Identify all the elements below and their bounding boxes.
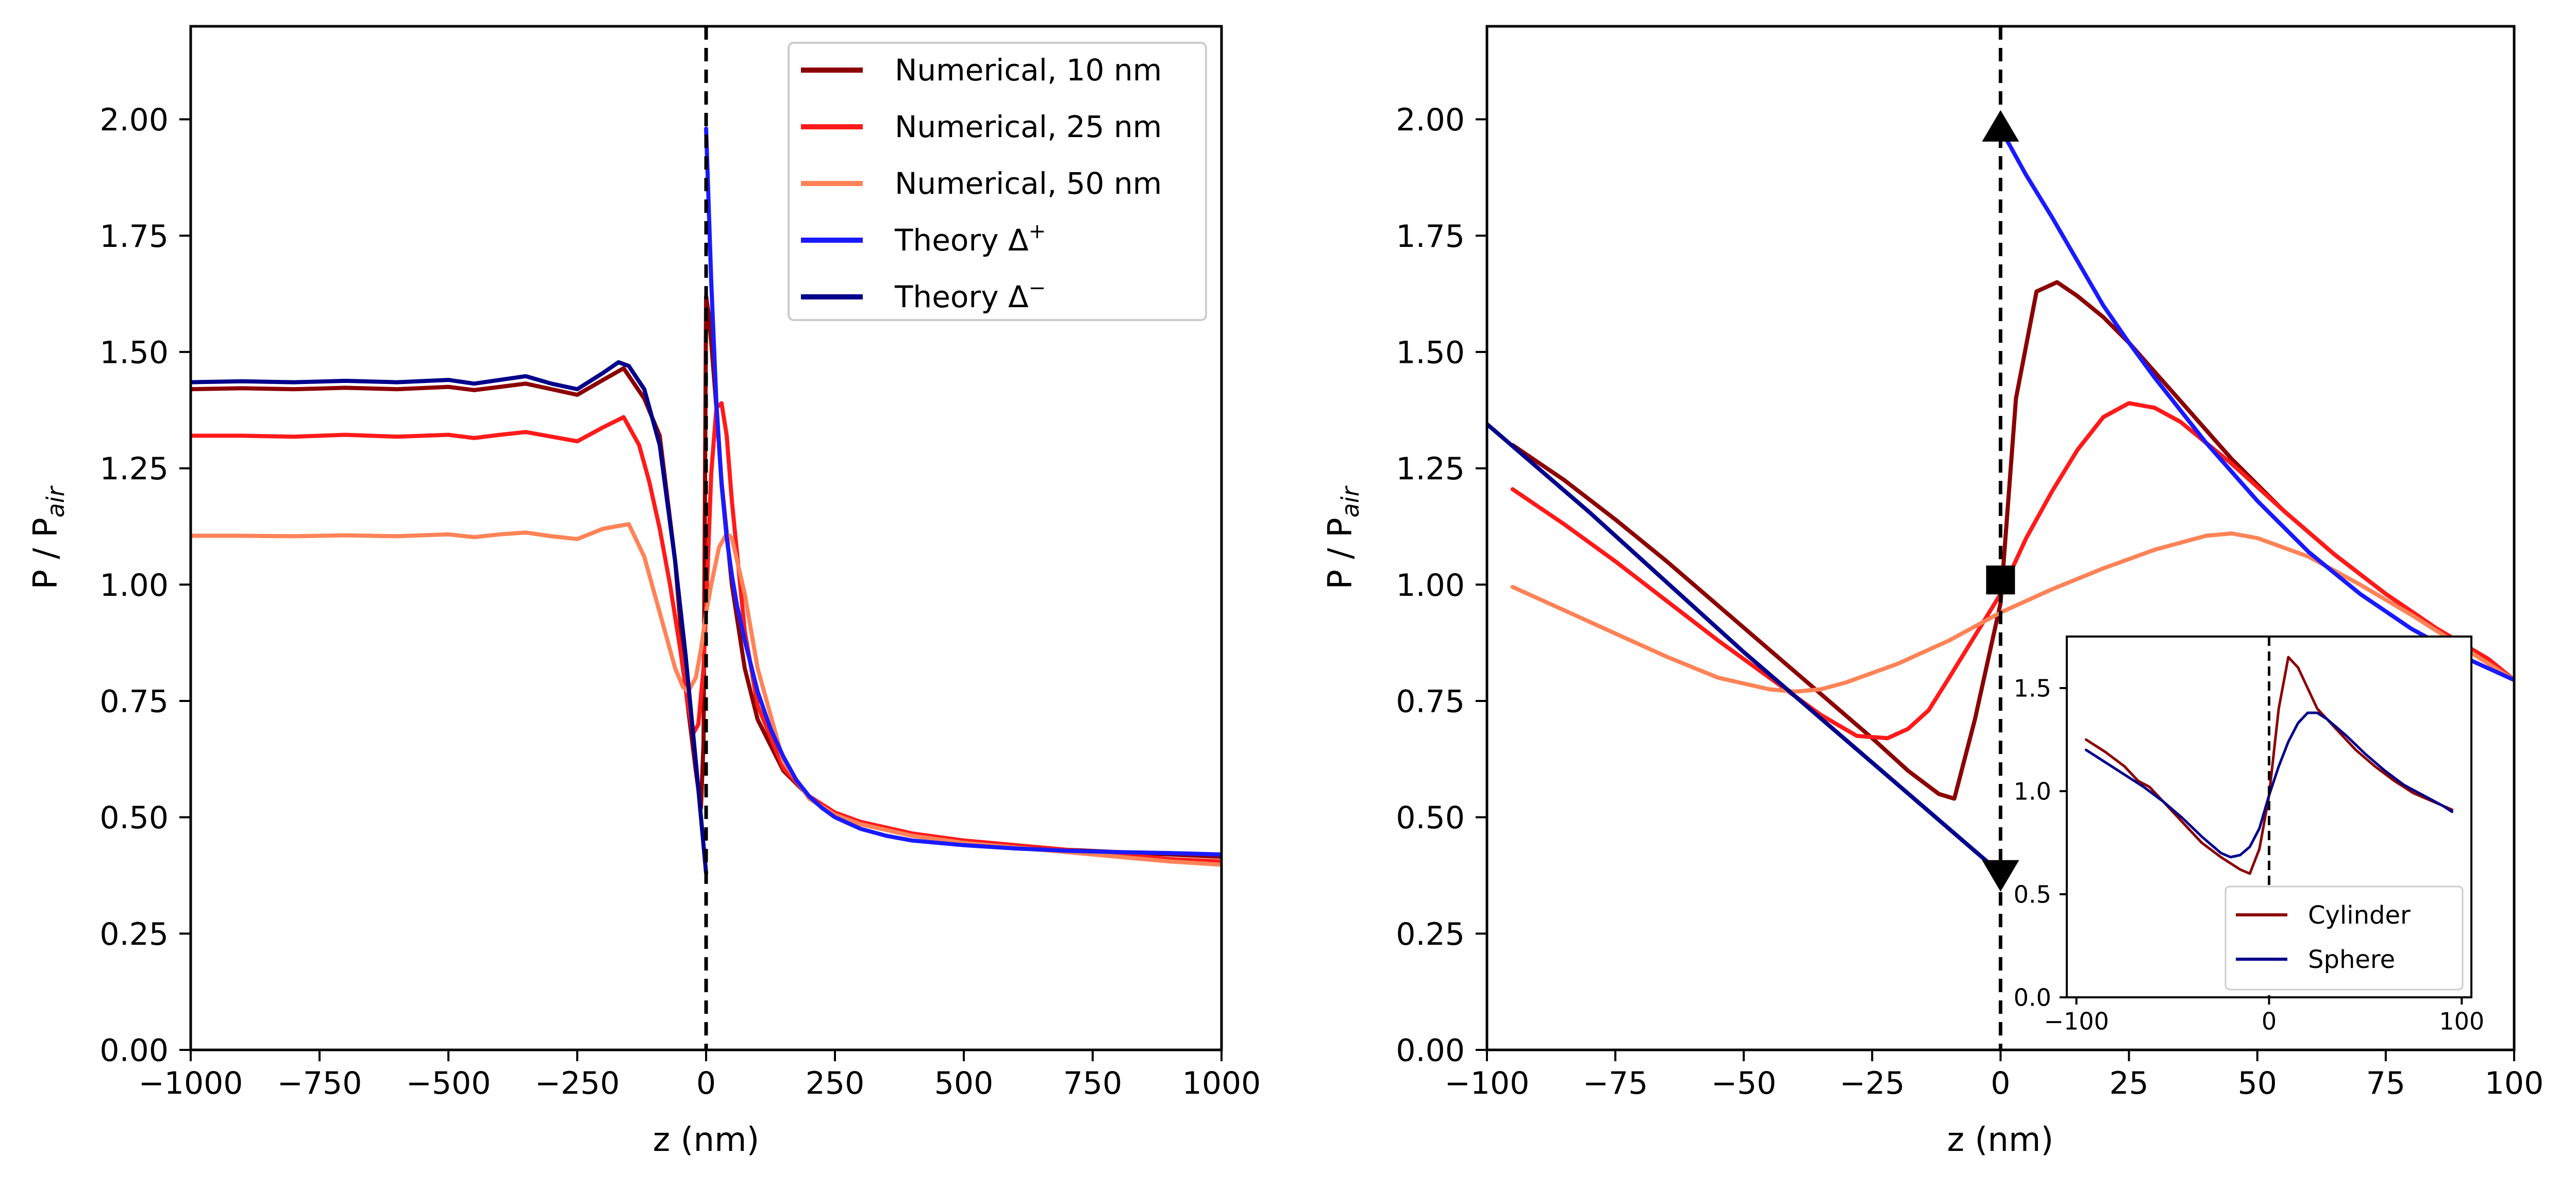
right-x-tick-label: 25 (2109, 1065, 2148, 1101)
left-x-axis-label: z (nm) (653, 1121, 760, 1159)
inset-x-tick-label: 0 (2262, 1007, 2277, 1035)
left-series-line-2 (191, 401, 1222, 864)
left-series-line-3 (191, 522, 1222, 867)
left-legend-label-2: Numerical, 25 nm (895, 109, 1162, 144)
right-annotations (1982, 26, 2019, 1050)
left-legend-superscript: − (1029, 276, 1046, 300)
inset-x-tick-label: 100 (2439, 1007, 2484, 1035)
right-y-label-sub: air (1336, 485, 1364, 517)
left-series-group (191, 126, 1222, 875)
right-x-tick-label: −100 (1445, 1065, 1530, 1101)
right-x-tick-label: 75 (2366, 1065, 2405, 1101)
right-y-tick-label: 1.25 (1396, 451, 1465, 487)
right-y-tick-label: 0.25 (1396, 916, 1465, 952)
left-legend-label-4: Theory Δ+ (894, 220, 1046, 258)
left-x-tick-label: −1000 (139, 1065, 243, 1101)
right-y-tick-label: 1.00 (1396, 567, 1465, 604)
right-y-tick-label: 1.50 (1396, 335, 1465, 371)
left-x-tick-label: −250 (535, 1065, 620, 1101)
left-legend-label-3: Numerical, 50 nm (895, 166, 1162, 201)
left-x-tick-label: 1000 (1182, 1065, 1261, 1101)
inset-legend-label-1: Cylinder (2308, 901, 2411, 930)
left-series-line-4 (704, 126, 1222, 857)
left-legend-text: Numerical, 25 nm (895, 109, 1162, 144)
inset-series-line-1 (2084, 656, 2454, 875)
left-y-axis-ticks: 0.00 0.25 0.50 0.75 1.00 1.25 1.50 1.75 2.00 (99, 102, 191, 1069)
inset-x-axis-ticks: −100 0 100 (2044, 997, 2484, 1035)
left-y-tick-label: 0.25 (99, 916, 169, 952)
right-y-tick-label: 0.50 (1396, 800, 1465, 836)
left-y-tick-label: 0.75 (99, 684, 169, 720)
inset-y-tick-label: 0.5 (2014, 881, 2051, 909)
left-legend-text: Numerical, 10 nm (895, 53, 1162, 88)
right-x-tick-label: −25 (1839, 1065, 1905, 1101)
left-y-label-main: P / P (27, 517, 65, 589)
inset-y-tick-label: 1.5 (2014, 675, 2051, 703)
left-x-tick-label: 500 (934, 1065, 994, 1101)
right-x-tick-label: −75 (1583, 1065, 1648, 1101)
left-y-tick-label: 1.25 (99, 451, 169, 487)
inset-y-tick-label: 0.0 (2014, 984, 2051, 1012)
inset-series-line-2 (2084, 711, 2454, 859)
right-y-axis-ticks: 0.00 0.25 0.50 0.75 1.00 1.25 1.50 1.75 2.00 (1396, 102, 1487, 1069)
right-marker-square (1986, 565, 2015, 595)
left-chart-panel: −1000 −750 −500 −250 0 250 500 750 1000 0.00 0.25… (27, 25, 1261, 1159)
right-y-label-main: P / P (1322, 517, 1360, 589)
right-marker-triangle-up (1982, 110, 2019, 142)
left-legend-superscript: + (1029, 220, 1046, 243)
inset-y-tick-label: 1.0 (2014, 778, 2051, 806)
right-x-tick-label: −50 (1711, 1065, 1777, 1101)
right-x-tick-label: 50 (2238, 1065, 2277, 1101)
left-y-tick-label: 0.00 (99, 1033, 169, 1069)
right-y-tick-label: 0.00 (1396, 1033, 1465, 1069)
left-legend-text: Theory Δ (894, 279, 1029, 314)
left-series-line-5 (191, 360, 708, 875)
inset-legend-box (2224, 885, 2464, 991)
left-legend-label-5: Theory Δ− (894, 276, 1046, 314)
inset-legend: Cylinder Sphere (2224, 885, 2464, 991)
right-x-tick-label: 100 (2485, 1065, 2544, 1101)
left-y-tick-label: 2.00 (99, 102, 169, 138)
right-series-line-5 (1487, 422, 2003, 875)
left-y-tick-label: 0.50 (99, 800, 169, 836)
right-y-tick-label: 1.75 (1396, 219, 1465, 255)
left-y-label-sub: air (42, 485, 70, 517)
left-x-axis-ticks: −1000 −750 −500 −250 0 250 500 750 1000 (139, 1050, 1261, 1101)
left-x-tick-label: 250 (806, 1065, 865, 1101)
right-chart-panel: −100 −75 −50 −25 0 25 50 75 100 0.000.250.500.75… (1322, 25, 2544, 1159)
right-series-line-4 (1998, 126, 2514, 682)
right-y-axis-label: P / Pair (1322, 485, 1364, 589)
left-legend-text: Theory Δ (894, 223, 1029, 258)
left-x-tick-label: 0 (696, 1065, 716, 1101)
inset-series-group (2084, 656, 2454, 875)
left-y-tick-label: 1.50 (99, 335, 169, 371)
left-x-tick-label: 750 (1063, 1065, 1123, 1101)
right-y-tick-label: 0.75 (1396, 684, 1465, 720)
left-legend-box (788, 42, 1207, 321)
inset-chart: −100 0 100 0.0 0.5 1.0 1.5 Cylinder Sphere (2014, 636, 2484, 1035)
inset-y-axis-ticks: 0.0 0.5 1.0 1.5 (2014, 675, 2067, 1012)
right-x-tick-label: 0 (1990, 1065, 2010, 1101)
right-y-tick-label: 2.00 (1396, 102, 1465, 138)
inset-legend-label-2: Sphere (2308, 945, 2395, 974)
left-x-tick-label: −750 (277, 1065, 362, 1101)
left-legend-text: Numerical, 50 nm (895, 166, 1162, 201)
left-x-tick-label: −500 (406, 1065, 491, 1101)
inset-x-tick-label: −100 (2044, 1007, 2109, 1035)
left-y-tick-label: 1.75 (99, 219, 169, 255)
right-x-axis-ticks: −100 −75 −50 −25 0 25 50 75 100 (1445, 1050, 2544, 1101)
left-y-tick-label: 1.00 (99, 567, 169, 604)
right-x-axis-label: z (nm) (1947, 1121, 2054, 1159)
left-legend: Numerical, 10 nm Numerical, 25 nm Numerica… (788, 42, 1207, 321)
right-marker-triangle-down (1982, 860, 2019, 892)
left-y-axis-label: P / Pair (27, 485, 70, 589)
left-legend-label-1: Numerical, 10 nm (895, 53, 1162, 88)
